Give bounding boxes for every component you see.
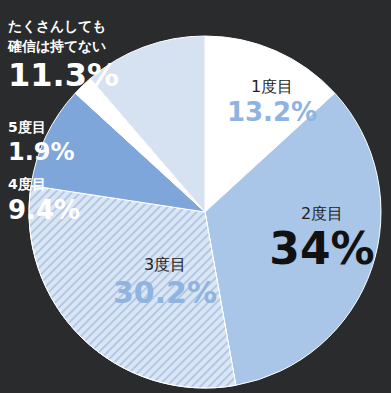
svg-text:13.2%: 13.2% [227, 97, 317, 127]
svg-text:1度目: 1度目 [251, 77, 293, 96]
svg-text:たくさんしても: たくさんしても [8, 18, 106, 34]
svg-text:4度目: 4度目 [8, 176, 46, 192]
svg-text:3度目: 3度目 [144, 255, 186, 274]
svg-text:確信は持てない: 確信は持てない [7, 38, 106, 54]
svg-text:30.2%: 30.2% [113, 275, 217, 310]
svg-text:2度目: 2度目 [301, 204, 343, 223]
svg-text:1.9%: 1.9% [8, 138, 75, 166]
svg-text:5度目: 5度目 [8, 119, 46, 135]
svg-text:34%: 34% [269, 223, 374, 274]
svg-text:11.3%: 11.3% [8, 56, 119, 94]
svg-text:9.4%: 9.4% [8, 195, 80, 225]
